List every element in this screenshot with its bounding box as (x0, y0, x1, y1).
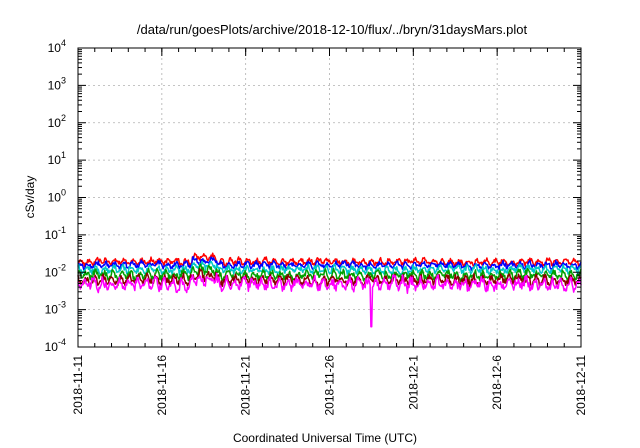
x-tick-label: 2018-12-6 (490, 355, 504, 410)
x-tick-label: 2018-12-11 (574, 355, 588, 416)
y-tick-label: 102 (48, 113, 66, 130)
series-line (77, 260, 582, 276)
x-tick-label: 2018-11-11 (71, 355, 85, 415)
y-tick-label: 10-2 (45, 262, 66, 279)
y-tick-label: 101 (48, 150, 66, 167)
series-line (77, 272, 582, 328)
y-axis-label: cSv/day (23, 176, 37, 219)
y-tick-label: 10-3 (45, 300, 66, 317)
x-axis-label: Coordinated Universal Time (UTC) (233, 431, 417, 445)
series-line (77, 255, 582, 271)
chart-title: /data/run/goesPlots/archive/2018-12-10/f… (137, 22, 528, 37)
y-tick-label: 10-4 (45, 337, 66, 354)
y-tick-label: 100 (48, 188, 66, 205)
x-tick-label: 2018-11-26 (323, 355, 337, 416)
y-tick-label: 103 (48, 75, 66, 92)
x-tick-label: 2018-11-16 (155, 355, 169, 416)
x-axis: 2018-11-11 2018-11-16 2018-11-21 2018-11-26… (71, 48, 588, 416)
y-tick-label: 104 (48, 38, 66, 55)
y-axis: 10-4 10-3 10-2 10-1 100 101 102 103 104 (45, 38, 581, 354)
x-tick-label: 2018-12-1 (406, 355, 420, 410)
y-tick-label: 10-1 (45, 225, 66, 242)
x-tick-label: 2018-11-21 (239, 355, 253, 416)
series-layer (77, 252, 582, 328)
series-line (77, 252, 582, 268)
